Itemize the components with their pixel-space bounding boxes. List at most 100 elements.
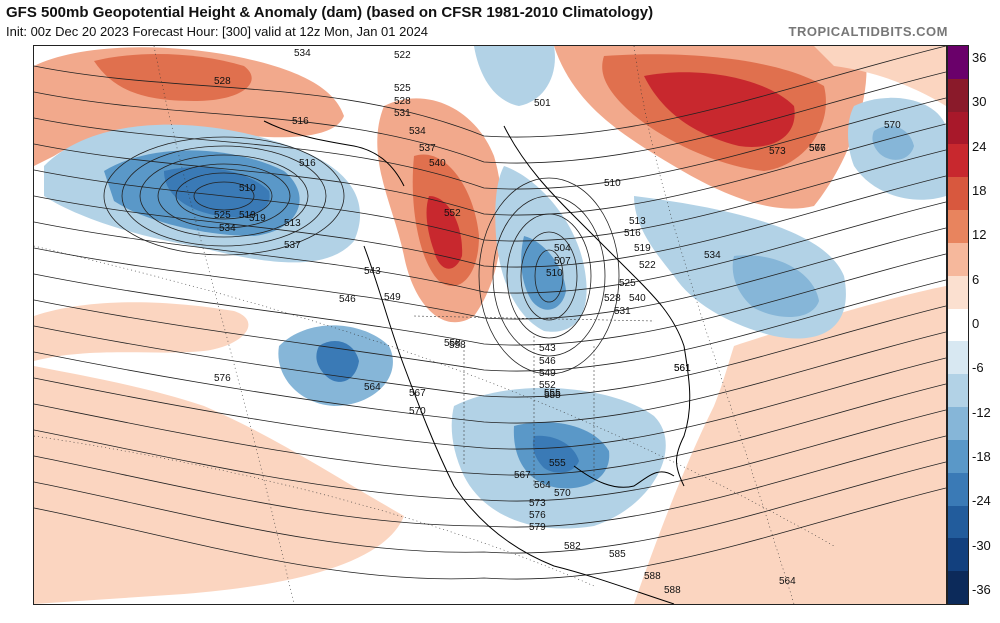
contour-label: 531 [614, 306, 631, 317]
colorbar-tick-label: 18 [972, 183, 987, 198]
contour-label: 585 [609, 549, 626, 560]
colorbar-segment [948, 374, 968, 408]
contour-label: 567 [809, 143, 826, 154]
height-contour [34, 175, 946, 268]
contour-label: 579 [529, 522, 546, 533]
contour-label: 564 [534, 480, 551, 491]
contour-label: 540 [629, 293, 646, 304]
contour-label: 555 [549, 458, 566, 469]
coastlines [263, 120, 691, 604]
political-borders [413, 315, 655, 486]
colorbar-tick-label: 36 [972, 50, 987, 65]
colorbar-segment [948, 78, 968, 113]
colorbar-tick-label: -12 [972, 404, 991, 420]
contour-label: 588 [664, 585, 681, 596]
contour-label: 555 [544, 388, 561, 399]
height-contour [534, 249, 564, 303]
contour-label: 546 [539, 356, 556, 367]
contour-label: 546 [339, 294, 356, 305]
height-contour [139, 154, 309, 238]
contour-label: 510 [546, 268, 563, 279]
contour-label: 540 [429, 158, 446, 169]
contour-label: 570 [409, 406, 426, 417]
contour-label: 534 [219, 223, 236, 234]
brand-watermark[interactable]: TROPICALTIDBITS.COM [788, 24, 948, 39]
contour-label: 507 [554, 256, 571, 267]
contour-label: 558 [444, 338, 461, 349]
colorbar-segment [948, 46, 968, 80]
height-contour [121, 145, 327, 247]
contour-label: 564 [779, 576, 796, 587]
contour-label: 534 [409, 126, 426, 137]
contour-label: 567 [514, 470, 531, 481]
contour-label: 573 [769, 146, 786, 157]
height-contour [492, 195, 606, 357]
colorbar-tick-label: 6 [972, 271, 980, 287]
contour-label: 513 [284, 218, 301, 229]
height-contour [34, 487, 946, 580]
contour-label: 543 [539, 343, 556, 354]
contour-label: 588 [644, 571, 661, 582]
positive-anomaly-regions [34, 46, 946, 604]
contour-label: 501 [534, 98, 551, 109]
height-contour [34, 305, 946, 398]
colorbar-segment [948, 242, 968, 277]
height-contour [193, 181, 255, 211]
height-contour [34, 357, 946, 450]
map-subtitle: Init: 00z Dec 20 2023 Forecast Hour: [30… [6, 24, 429, 39]
colorbar-segment [948, 341, 968, 375]
contour-label: 519 [239, 210, 256, 221]
colorbar-segment [948, 472, 968, 507]
height-contour [157, 163, 291, 229]
colorbar-segment [948, 210, 968, 244]
contour-label: 519 [634, 243, 651, 254]
contour-label: 537 [284, 240, 301, 251]
height-contour [34, 201, 946, 294]
contour-label: 573 [529, 498, 546, 509]
height-contour [34, 435, 946, 528]
contour-label: 534 [294, 48, 311, 59]
colorbar-segment [948, 538, 968, 572]
colorbar-tick-label: 0 [972, 316, 980, 331]
height-contour [34, 71, 946, 164]
colorbar-tick-label: -36 [972, 582, 991, 597]
contour-label: 528 [214, 76, 231, 87]
contour-label: 537 [419, 143, 436, 154]
contour-label: 567 [409, 388, 426, 399]
contour-label: 525 [214, 210, 231, 221]
colorbar-tick-label: 30 [972, 94, 987, 110]
height-contour [34, 383, 946, 476]
contour-label: 504 [554, 243, 571, 254]
colorbar-tick-label: -6 [972, 360, 984, 376]
contour-label: 561 [674, 363, 691, 374]
height-contour [34, 279, 946, 372]
contour-label: 576 [214, 373, 231, 384]
contour-label: 534 [704, 250, 721, 261]
colorbar-tick-label: 24 [972, 138, 987, 154]
contour-label: 528 [604, 293, 621, 304]
colorbar-segment [948, 439, 968, 474]
colorbar-tick-label: -24 [972, 493, 991, 509]
anomaly-map: 528 534 522 516 525 528 531 501 534 537 540 510 516 5… [33, 45, 947, 605]
contour-label: 555 [544, 390, 561, 401]
contour-label: 519 [249, 213, 266, 224]
contour-label: 582 [564, 541, 581, 552]
contour-label: 549 [539, 368, 556, 379]
anomaly-colorbar [947, 45, 969, 605]
colorbar-segment [948, 177, 968, 211]
height-contour [34, 227, 946, 320]
height-contours [34, 46, 946, 580]
contour-label: 549 [384, 292, 401, 303]
height-contour [34, 97, 946, 190]
height-contour [34, 461, 946, 554]
contour-label: 516 [299, 158, 316, 169]
height-contour [175, 172, 273, 220]
contour-label: 570 [884, 120, 901, 131]
contour-label: 516 [624, 228, 641, 239]
colorbar-segment [948, 505, 968, 539]
latlon-grid [34, 46, 835, 604]
colorbar-tick-label: -18 [972, 449, 991, 464]
height-contour [34, 123, 946, 216]
